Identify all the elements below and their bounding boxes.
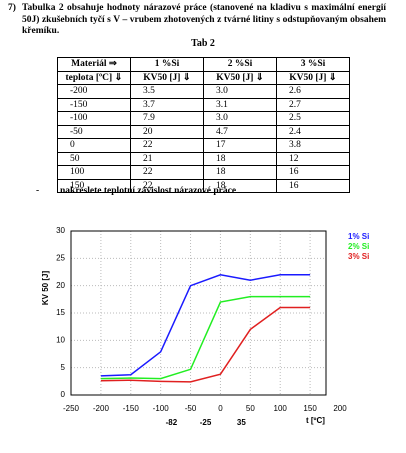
header-cell: 1 %Si <box>130 57 204 72</box>
header-cell: KV50 [J] ⇓ <box>130 70 204 85</box>
marked-temperature: -25 <box>200 418 212 427</box>
x-tick-label: -100 <box>153 404 170 413</box>
header-row: Materiál ⇒ 1 %Si 2 %Si 3 %Si <box>57 57 350 72</box>
header-cell: KV50 [J] ⇓ <box>203 70 277 85</box>
legend-entry: 3% Si <box>348 252 369 261</box>
row: -100 7.9 3.0 2.5 <box>57 111 350 126</box>
row: -200 3.5 3.0 2.6 <box>57 84 350 99</box>
x-axis-label: t [ºC] <box>306 416 325 425</box>
y-tick-label: 25 <box>56 253 65 262</box>
marked-temperature: 35 <box>237 418 246 427</box>
cell: 21 <box>130 151 204 166</box>
y-tick-label: 20 <box>56 281 65 290</box>
x-tick-label: -50 <box>185 404 197 413</box>
y-tick-label: 10 <box>56 335 65 344</box>
cell: -50 <box>57 124 131 139</box>
header-text: Tabulka 2 obsahuje hodnoty nárazové prác… <box>22 3 386 36</box>
cell: 16 <box>276 165 350 180</box>
cell: 16 <box>276 178 350 193</box>
cell: -150 <box>57 97 131 112</box>
cell: 3.7 <box>130 97 204 112</box>
cell: 4.7 <box>203 124 277 139</box>
table-caption: Tab 2 <box>191 38 215 49</box>
x-tick-label: 50 <box>246 404 255 413</box>
cell: 17 <box>203 138 277 153</box>
cell: -200 <box>57 84 131 99</box>
row: -50 20 4.7 2.4 <box>57 124 350 139</box>
chart: 0 5 10 15 20 25 30 -250 -200 -150 -100 -50 0 50 100 150… <box>41 226 369 427</box>
cell: 0 <box>57 138 131 153</box>
cell: 150 <box>57 178 131 193</box>
cell: 20 <box>130 124 204 139</box>
y-tick-label: 30 <box>56 226 65 235</box>
cell: 3.0 <box>203 111 277 126</box>
x-tick-label: 200 <box>333 404 347 413</box>
row: 50 21 18 12 <box>57 151 350 166</box>
cell: 50 <box>57 151 131 166</box>
item-number: 7) <box>8 3 16 13</box>
x-tick-label: 100 <box>274 404 288 413</box>
row: 150 22 18 16 <box>57 178 350 193</box>
marked-temperature: -82 <box>166 418 178 427</box>
y-tick-label: 5 <box>61 363 66 372</box>
x-tick-label: -200 <box>93 404 110 413</box>
cell: 18 <box>203 165 277 180</box>
x-tick-label: 150 <box>303 404 317 413</box>
cell: 2.5 <box>276 111 350 126</box>
series-line <box>100 306 311 383</box>
series-line <box>100 295 311 380</box>
header-cell: 3 %Si <box>276 57 350 72</box>
cell: 18 <box>203 151 277 166</box>
cell: 100 <box>57 165 131 180</box>
task-text: nakreslete teplotní závislost nárazové p… <box>60 186 237 196</box>
header-cell: KV50 [J] ⇓ <box>276 70 350 85</box>
cell: 7.9 <box>130 111 204 126</box>
cell: 22 <box>130 138 204 153</box>
header-cell: 2 %Si <box>203 57 277 72</box>
cell: 3.1 <box>203 97 277 112</box>
cell: 2.6 <box>276 84 350 99</box>
y-axis-label: KV 50 [J] <box>41 271 50 306</box>
cell: 3.0 <box>203 84 277 99</box>
header-row: teplota [ºC] ⇓ KV50 [J] ⇓ KV50 [J] ⇓ KV50 [… <box>57 70 350 85</box>
cell: 2.4 <box>276 124 350 139</box>
cell: 3.8 <box>276 138 350 153</box>
x-tick-label: -150 <box>123 404 140 413</box>
row: -150 3.7 3.1 2.7 <box>57 97 350 112</box>
header-cell: Materiál ⇒ <box>57 57 131 72</box>
cell: 12 <box>276 151 350 166</box>
cell: 22 <box>130 178 204 193</box>
y-tick-label: 15 <box>56 308 65 317</box>
plot-frame <box>70 230 327 396</box>
y-tick-label: 0 <box>61 390 66 399</box>
header: 7) Tabulka 2 obsahuje hodnoty nárazové pr… <box>8 3 386 38</box>
cell: 2.7 <box>276 97 350 112</box>
x-tick-label: 0 <box>218 404 223 413</box>
x-tick-label: -250 <box>63 404 80 413</box>
legend-entry: 2% Si <box>348 242 369 251</box>
bullet: - <box>36 186 40 196</box>
cell: 3.5 <box>130 84 204 99</box>
series-line <box>100 273 311 377</box>
task: - nakreslete teplotní závislost nárazové … <box>36 186 236 196</box>
table: Materiál ⇒ 1 %Si 2 %Si 3 %Si teplota [ºC] ⇓ K… <box>57 57 350 193</box>
row: 100 22 18 16 <box>57 165 350 180</box>
legend-entry: 1% Si <box>348 232 369 241</box>
header-cell: teplota [ºC] ⇓ <box>57 70 131 85</box>
row: 0 22 17 3.8 <box>57 138 350 153</box>
cell: -100 <box>57 111 131 126</box>
cell: 18 <box>203 178 277 193</box>
cell: 22 <box>130 165 204 180</box>
